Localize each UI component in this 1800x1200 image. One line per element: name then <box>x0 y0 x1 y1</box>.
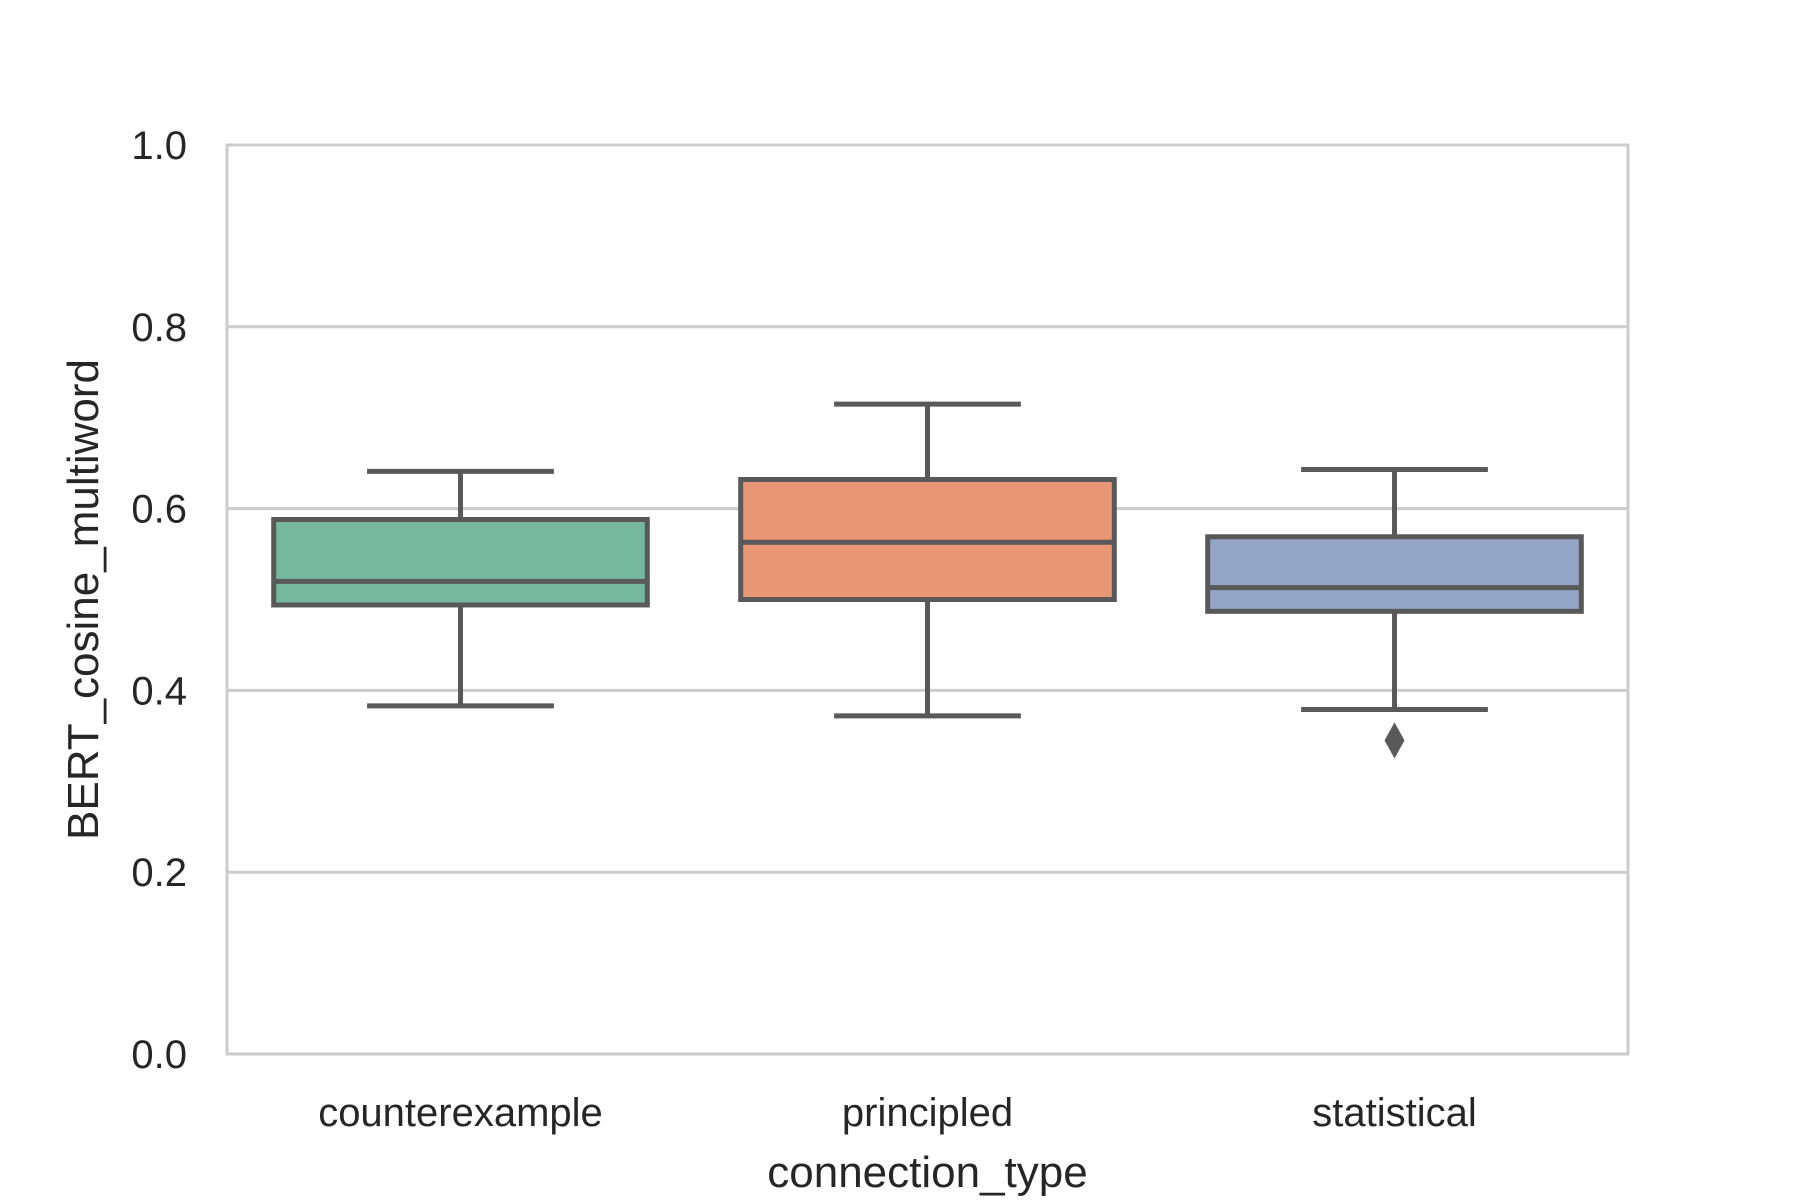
y-tick-label: 0.2 <box>131 851 187 895</box>
outlier-marker <box>1384 722 1405 759</box>
x-tick-label: counterexample <box>318 1091 603 1135</box>
y-tick-label: 0.4 <box>131 669 187 713</box>
x-axis-title: connection_type <box>767 1148 1087 1197</box>
box-principled <box>738 401 1117 719</box>
box-statistical <box>1205 467 1584 759</box>
y-axis-ticks: 0.0 0.2 0.4 0.6 0.8 1.0 <box>131 124 187 1077</box>
y-tick-label: 0.6 <box>131 488 187 532</box>
y-tick-label: 1.0 <box>131 124 187 168</box>
y-tick-label: 0.0 <box>131 1033 187 1077</box>
x-tick-label: principled <box>842 1091 1013 1135</box>
y-tick-label: 0.8 <box>131 306 187 350</box>
y-axis-title: BERT_cosine_multiword <box>59 359 108 840</box>
iqr-box <box>738 477 1117 602</box>
x-axis-ticks: counterexample principled statistical <box>318 1091 1477 1135</box>
iqr-box <box>1205 534 1584 614</box>
x-tick-label: statistical <box>1312 1091 1477 1135</box>
iqr-box <box>271 517 650 608</box>
box-series <box>271 401 1584 759</box>
box-counterexample <box>271 468 650 709</box>
plot-frame <box>225 143 1630 1056</box>
